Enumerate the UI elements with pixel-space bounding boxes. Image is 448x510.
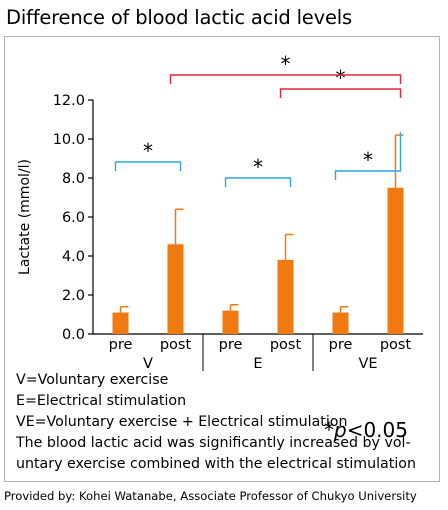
y-tick-label: 10.0: [53, 132, 85, 148]
x-tick-label: post: [270, 337, 302, 353]
y-tick-label: 12.0: [53, 93, 85, 109]
significance-mark: *: [363, 148, 373, 172]
x-tick-label: pre: [219, 337, 243, 353]
y-axis-label: Lactate (mmol/l): [17, 159, 33, 275]
y-tick-label: 0.0: [62, 327, 85, 343]
bar: [112, 312, 129, 334]
significance-bracket: [114, 161, 182, 171]
y-tick-label: 4.0: [62, 249, 85, 265]
x-tick-label: pre: [109, 337, 133, 353]
significance-mark: *: [143, 139, 153, 163]
legend-v: V=Voluntary exercise: [16, 372, 169, 388]
significance-bracket: [224, 177, 292, 187]
legend-ve: VE=Voluntary exercise + Electrical stimu…: [16, 414, 348, 430]
p-threshold: <0.05: [346, 418, 408, 442]
legend-e: E=Electrical stimulation: [16, 393, 187, 409]
y-tick-label: 2.0: [62, 288, 85, 304]
bar: [332, 312, 349, 334]
chart-panel: 0.0 2.0 4.0 6.0 8.0 10.0 12.0 Lactate (mmol/l) p…: [4, 36, 440, 482]
bar: [167, 244, 184, 334]
conclusion-line-2: untary exercise combined with the electr…: [16, 456, 416, 472]
bar: [222, 310, 239, 334]
x-tick-label: pre: [329, 337, 353, 353]
significance-mark: *: [336, 66, 346, 90]
significance-mark: *: [253, 155, 263, 179]
significance-mark: *: [281, 52, 291, 76]
p-symbol: p: [334, 418, 347, 442]
group-label: E: [253, 356, 262, 372]
bar: [277, 259, 294, 334]
group-label: VE: [358, 356, 377, 372]
conclusion-line-1: The blood lactic acid was significantly …: [16, 435, 411, 451]
y-tick-label: 6.0: [62, 210, 85, 226]
significance-note: *p<0.05: [324, 418, 408, 442]
credit-line: Provided by: Kohei Watanabe, Associate P…: [4, 489, 417, 503]
x-tick-label: post: [160, 337, 192, 353]
chart-title: Difference of blood lactic acid levels: [6, 6, 352, 29]
y-tick-label: 8.0: [62, 171, 85, 187]
bar-chart: 0.0 2.0 4.0 6.0 8.0 10.0 12.0 Lactate (mmol/l) p…: [17, 52, 423, 372]
x-tick-label: post: [380, 337, 412, 353]
significance-bracket: [279, 88, 402, 98]
significance-bracket: [169, 74, 402, 84]
significance-symbol: *: [324, 418, 334, 442]
group-label: V: [143, 356, 153, 372]
significance-bracket: [334, 132, 402, 180]
bar: [387, 187, 404, 334]
